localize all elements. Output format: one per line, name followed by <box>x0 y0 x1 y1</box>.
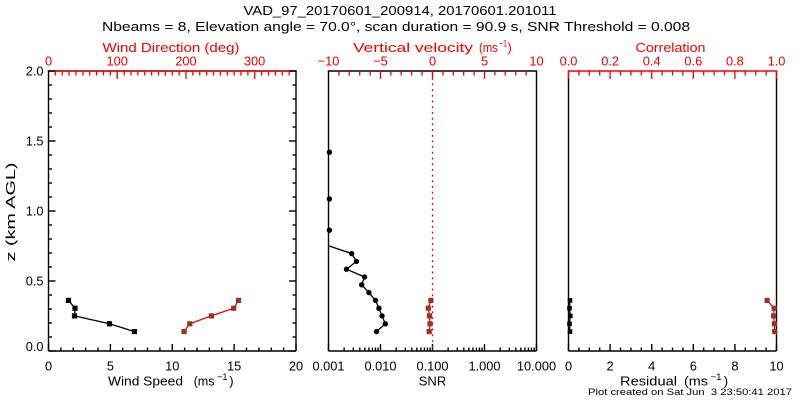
svg-text:0.0: 0.0 <box>560 54 578 69</box>
svg-text:−1: −1 <box>711 372 722 383</box>
svg-text:0.8: 0.8 <box>726 54 744 69</box>
svg-text:−5: −5 <box>373 54 388 69</box>
svg-text:−1: −1 <box>217 372 228 383</box>
svg-text:0: 0 <box>429 54 436 69</box>
svg-text:): ) <box>229 374 233 389</box>
svg-text:15: 15 <box>227 359 241 374</box>
svg-text:0.010: 0.010 <box>364 359 396 374</box>
svg-text:1.000: 1.000 <box>468 359 500 374</box>
svg-text:Correlation: Correlation <box>636 40 706 55</box>
svg-text:SNR: SNR <box>419 374 446 389</box>
svg-text:−10: −10 <box>318 54 340 69</box>
svg-text:0.4: 0.4 <box>643 54 661 69</box>
svg-text:6: 6 <box>690 359 697 374</box>
svg-text:1.0: 1.0 <box>26 204 44 219</box>
svg-text:10.000: 10.000 <box>517 359 556 374</box>
svg-text:0.5: 0.5 <box>26 274 44 289</box>
svg-text:0.2: 0.2 <box>601 54 619 69</box>
svg-text:10: 10 <box>529 54 543 69</box>
svg-text:1.0: 1.0 <box>768 54 786 69</box>
svg-text:0.100: 0.100 <box>416 359 448 374</box>
svg-text:Vertical velocity: Vertical velocity <box>353 40 474 55</box>
svg-text:1.5: 1.5 <box>26 134 44 149</box>
svg-text:VAD_97_20170601_200914, 201706: VAD_97_20170601_200914, 20170601.201011 <box>244 3 557 18</box>
svg-text:0.6: 0.6 <box>684 54 702 69</box>
svg-text:20: 20 <box>289 359 303 374</box>
svg-text:Residual: Residual <box>620 374 677 389</box>
svg-text:): ) <box>508 40 512 55</box>
svg-text:2: 2 <box>607 359 614 374</box>
svg-text:300: 300 <box>244 54 265 69</box>
svg-text:200: 200 <box>175 54 196 69</box>
svg-text:(ms: (ms <box>684 374 709 389</box>
svg-text:5: 5 <box>481 54 488 69</box>
svg-text:z (km AGL): z (km AGL) <box>3 163 18 262</box>
svg-text:(ms: (ms <box>479 40 498 55</box>
svg-text:5: 5 <box>107 359 114 374</box>
svg-text:0.001: 0.001 <box>312 359 344 374</box>
svg-text:Plot created on Sat Jun 3 23:: Plot created on Sat Jun 3 23:50:41 2017 <box>588 387 792 398</box>
svg-text:0.0: 0.0 <box>26 339 44 354</box>
svg-text:Nbeams = 8, Elevation angle =: Nbeams = 8, Elevation angle = 70.0°, sca… <box>102 19 690 34</box>
svg-text:Wind Speed: Wind Speed <box>108 374 183 389</box>
svg-text:8: 8 <box>731 359 738 374</box>
svg-text:100: 100 <box>107 54 128 69</box>
svg-text:10: 10 <box>165 359 179 374</box>
svg-text:0: 0 <box>45 359 52 374</box>
svg-text:0: 0 <box>45 54 52 69</box>
svg-text:−1: −1 <box>499 39 507 50</box>
svg-text:4: 4 <box>648 359 655 374</box>
svg-text:0: 0 <box>565 359 572 374</box>
svg-text:(ms: (ms <box>194 374 215 389</box>
svg-text:): ) <box>724 374 728 389</box>
svg-text:10: 10 <box>769 359 783 374</box>
svg-text:Wind Direction (deg): Wind Direction (deg) <box>103 40 240 55</box>
svg-text:2.0: 2.0 <box>26 64 44 79</box>
